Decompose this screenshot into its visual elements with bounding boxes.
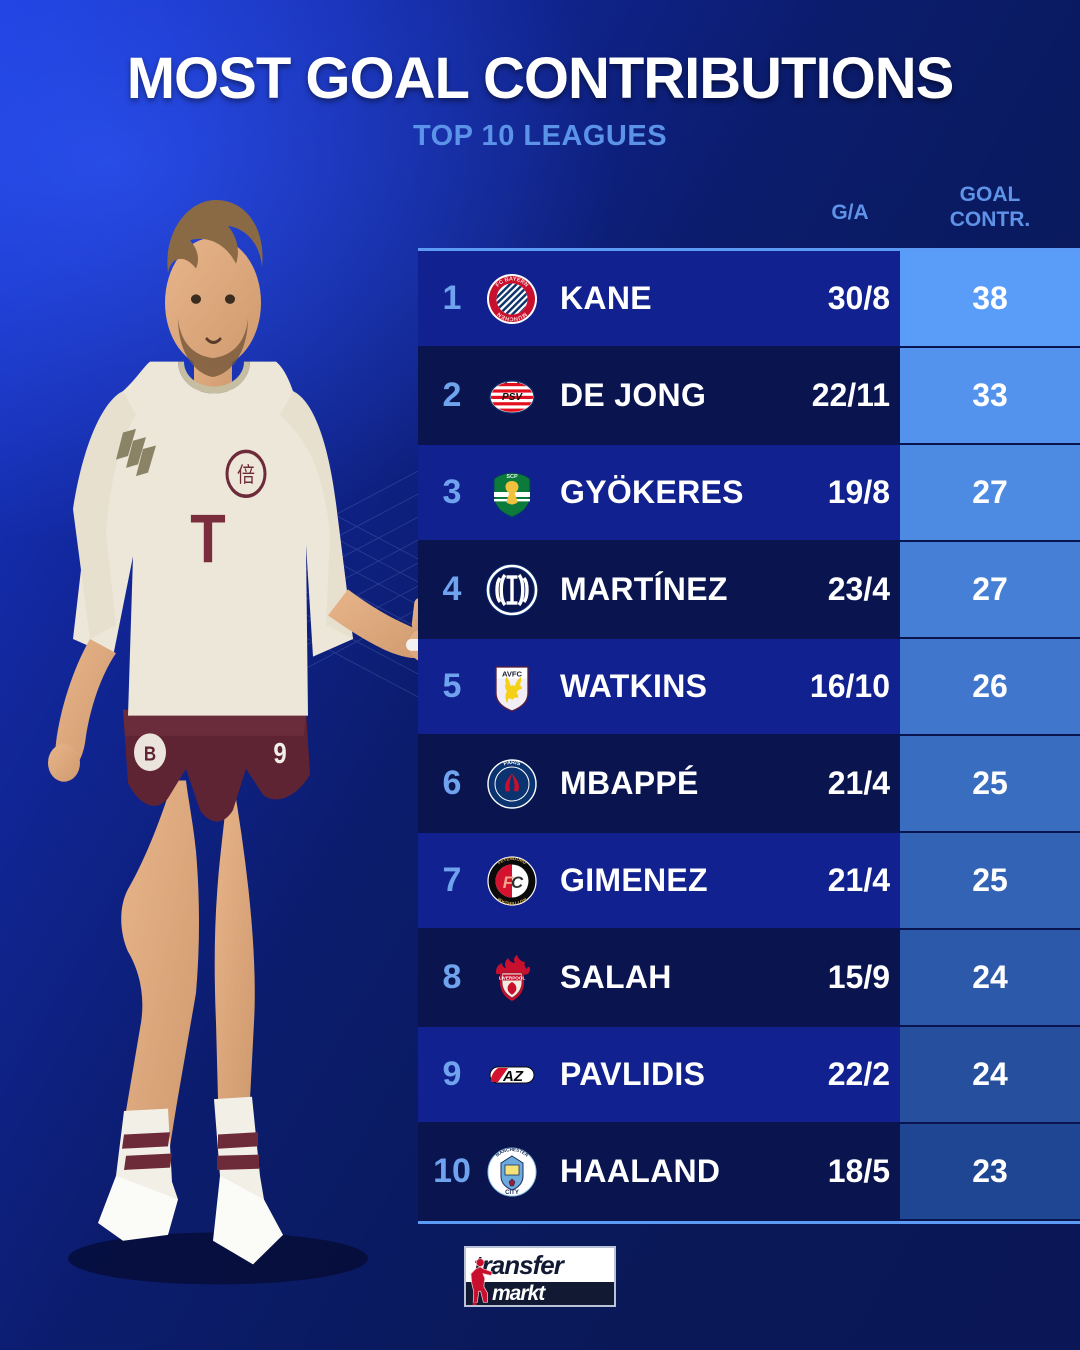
svg-text:PSV: PSV bbox=[502, 392, 523, 403]
svg-text:B: B bbox=[144, 742, 156, 765]
svg-text:T: T bbox=[190, 502, 226, 578]
svg-text:LIVERPOOL: LIVERPOOL bbox=[499, 975, 526, 980]
svg-text:C: C bbox=[511, 873, 524, 892]
svg-text:CITY: CITY bbox=[505, 1190, 519, 1196]
svg-text:AVFC: AVFC bbox=[502, 669, 523, 678]
svg-text:倍: 倍 bbox=[237, 464, 255, 488]
svg-text:9: 9 bbox=[273, 737, 286, 769]
svg-text:SCP: SCP bbox=[506, 474, 518, 480]
svg-text:AZ: AZ bbox=[502, 1068, 524, 1085]
